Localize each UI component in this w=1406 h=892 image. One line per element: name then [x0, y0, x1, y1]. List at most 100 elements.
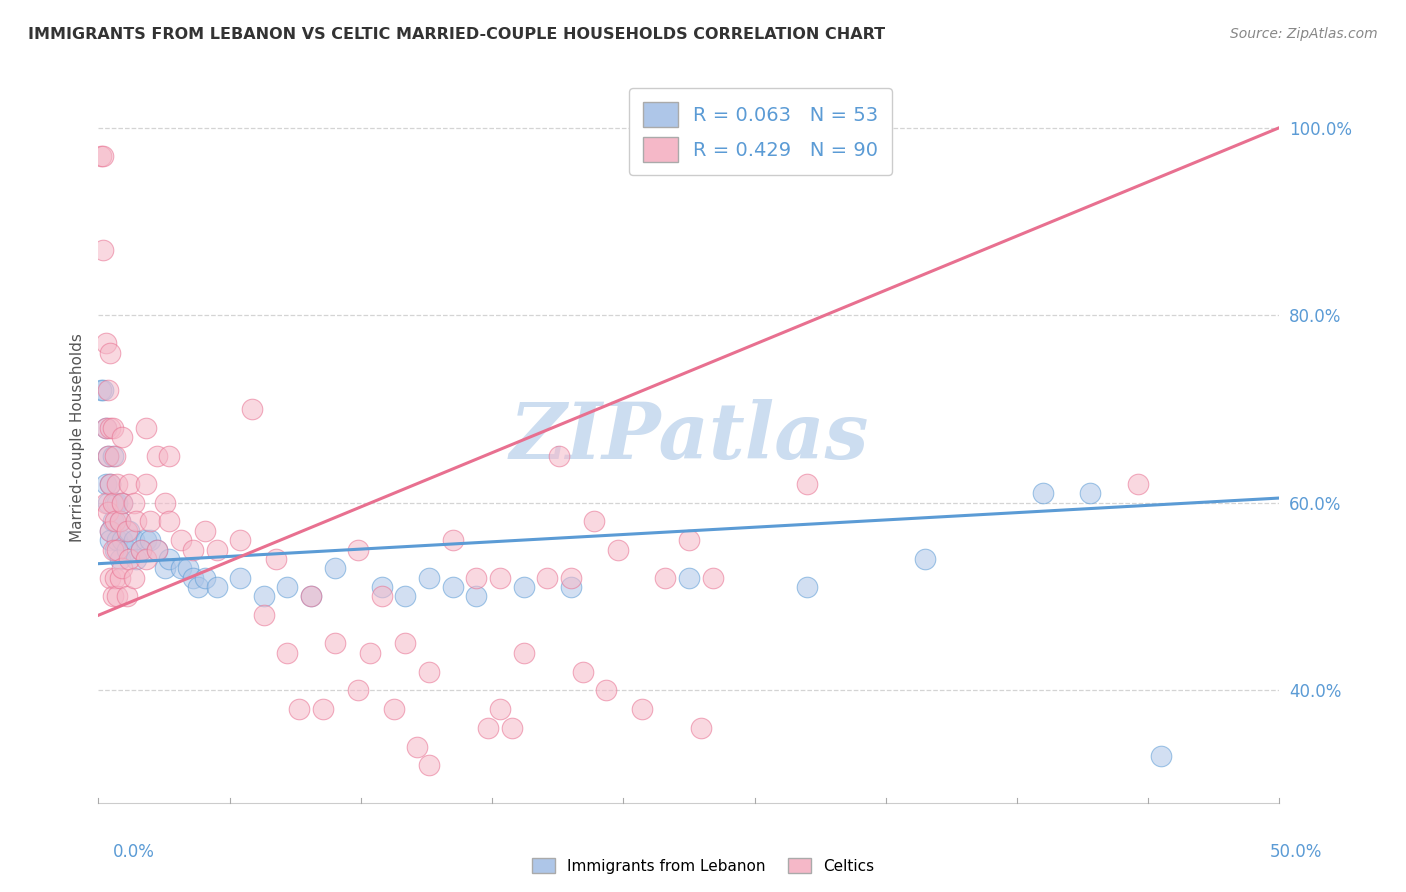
Text: Source: ZipAtlas.com: Source: ZipAtlas.com	[1230, 27, 1378, 41]
Point	[253, 590, 276, 604]
Point	[157, 449, 180, 463]
Point	[512, 646, 534, 660]
Point	[94, 336, 117, 351]
Point	[98, 533, 121, 548]
Point	[98, 571, 121, 585]
Point	[607, 542, 630, 557]
Text: 50.0%: 50.0%	[1270, 843, 1322, 861]
Point	[111, 496, 134, 510]
Point	[264, 552, 287, 566]
Point	[115, 590, 138, 604]
Point	[702, 571, 724, 585]
Point	[240, 401, 263, 416]
Point	[108, 552, 131, 566]
Point	[465, 590, 488, 604]
Point	[181, 571, 204, 585]
Point	[418, 571, 440, 585]
Point	[678, 571, 700, 585]
Point	[146, 542, 169, 557]
Point	[595, 683, 617, 698]
Point	[170, 533, 193, 548]
Point	[146, 542, 169, 557]
Point	[276, 646, 298, 660]
Point	[135, 533, 157, 548]
Point	[146, 449, 169, 463]
Point	[122, 533, 145, 548]
Point	[125, 515, 148, 529]
Point	[101, 590, 124, 604]
Point	[94, 420, 117, 434]
Point	[97, 383, 120, 397]
Point	[105, 590, 128, 604]
Point	[94, 477, 117, 491]
Point	[489, 571, 512, 585]
Point	[157, 552, 180, 566]
Point	[418, 758, 440, 772]
Point	[560, 571, 582, 585]
Point	[1150, 748, 1173, 763]
Point	[122, 571, 145, 585]
Point	[101, 420, 124, 434]
Point	[501, 721, 523, 735]
Point	[548, 449, 571, 463]
Point	[98, 524, 121, 538]
Point	[135, 552, 157, 566]
Point	[97, 449, 120, 463]
Point	[91, 243, 114, 257]
Point	[108, 515, 131, 529]
Point	[229, 533, 252, 548]
Text: ZIPatlas: ZIPatlas	[509, 399, 869, 475]
Point	[371, 580, 394, 594]
Point	[177, 561, 200, 575]
Point	[118, 552, 141, 566]
Legend: R = 0.063   N = 53, R = 0.429   N = 90: R = 0.063 N = 53, R = 0.429 N = 90	[628, 88, 891, 176]
Point	[187, 580, 209, 594]
Y-axis label: Married-couple Households: Married-couple Households	[69, 333, 84, 541]
Point	[101, 449, 124, 463]
Point	[157, 515, 180, 529]
Point	[371, 590, 394, 604]
Point	[135, 477, 157, 491]
Point	[441, 533, 464, 548]
Point	[560, 580, 582, 594]
Point	[276, 580, 298, 594]
Point	[139, 533, 162, 548]
Point	[135, 420, 157, 434]
Point	[583, 515, 606, 529]
Point	[101, 515, 124, 529]
Point	[418, 665, 440, 679]
Text: IMMIGRANTS FROM LEBANON VS CELTIC MARRIED-COUPLE HOUSEHOLDS CORRELATION CHART: IMMIGRANTS FROM LEBANON VS CELTIC MARRIE…	[28, 27, 886, 42]
Point	[153, 496, 176, 510]
Point	[571, 665, 593, 679]
Point	[194, 524, 217, 538]
Point	[91, 383, 114, 397]
Point	[118, 477, 141, 491]
Point	[253, 608, 276, 623]
Point	[111, 430, 134, 444]
Point	[394, 590, 416, 604]
Point	[465, 571, 488, 585]
Point	[1126, 477, 1149, 491]
Point	[105, 496, 128, 510]
Point	[441, 580, 464, 594]
Point	[536, 571, 558, 585]
Point	[94, 496, 117, 510]
Point	[205, 580, 228, 594]
Point	[98, 477, 121, 491]
Point	[153, 561, 176, 575]
Point	[139, 515, 162, 529]
Point	[1032, 486, 1054, 500]
Point	[111, 533, 134, 548]
Point	[312, 702, 335, 716]
Point	[104, 571, 127, 585]
Point	[104, 542, 127, 557]
Point	[104, 496, 127, 510]
Point	[796, 477, 818, 491]
Point	[229, 571, 252, 585]
Text: 0.0%: 0.0%	[112, 843, 155, 861]
Point	[115, 542, 138, 557]
Point	[129, 542, 152, 557]
Point	[105, 533, 128, 548]
Point	[98, 420, 121, 434]
Point	[796, 580, 818, 594]
